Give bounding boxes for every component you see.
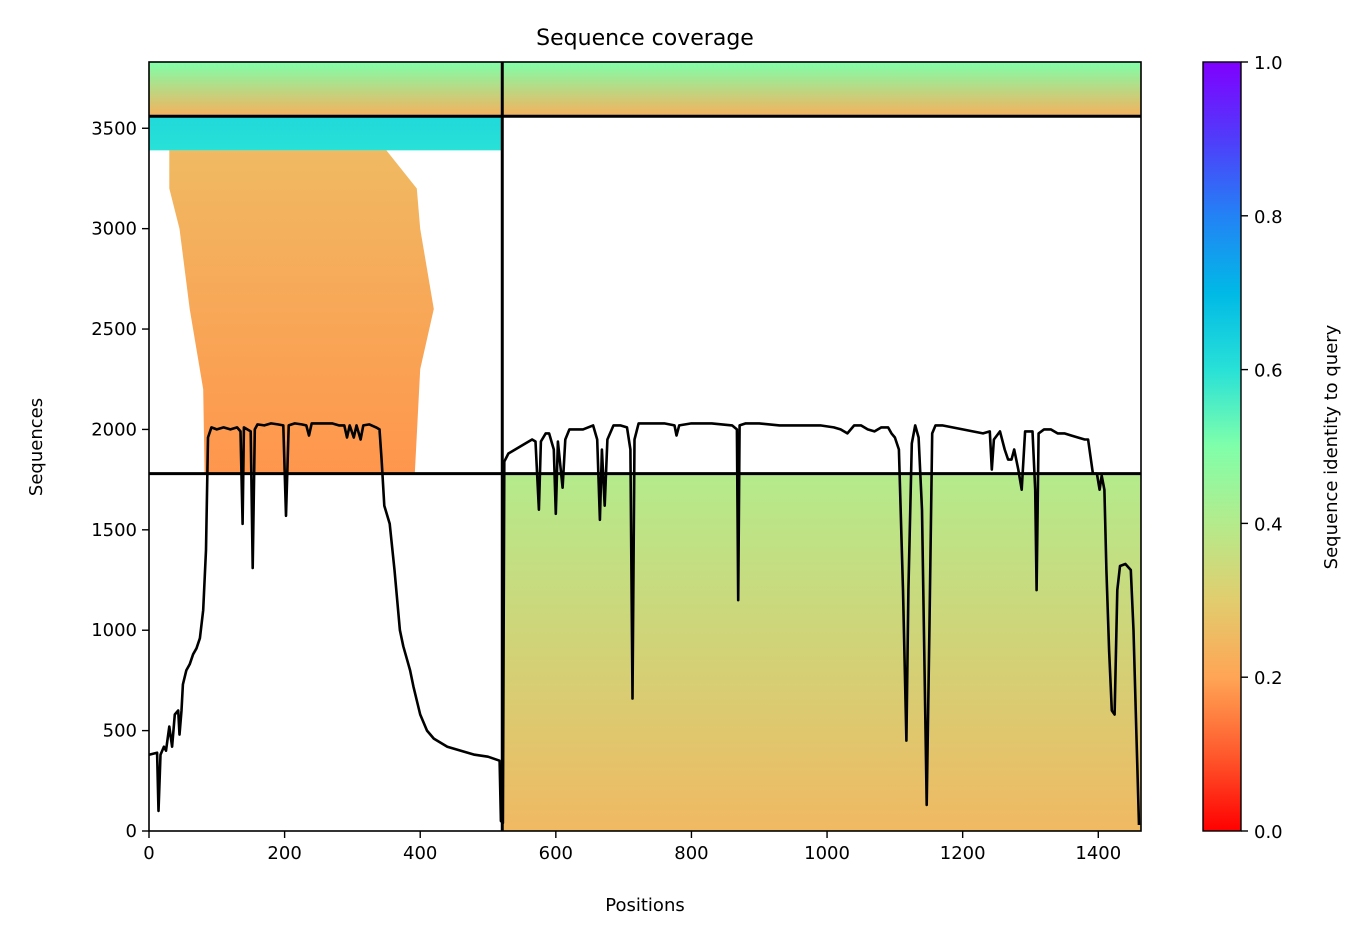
y-tick-label: 1500	[91, 520, 137, 541]
x-axis: 0 200 400 600 800 1000 1200 1400	[143, 831, 1121, 864]
colorbar-gradient	[1202, 61, 1242, 832]
colorbar-label: Sequence identity to query	[1321, 324, 1342, 569]
x-tick-label: 1000	[804, 843, 850, 864]
colorbar-tick-label: 0.8	[1254, 207, 1283, 228]
heatmap-block	[502, 473, 1141, 831]
heatmap-block	[169, 150, 434, 474]
y-tick-label: 3000	[91, 219, 137, 240]
x-tick-label: 0	[143, 843, 154, 864]
y-tick-label: 3500	[91, 118, 137, 139]
heatmap-block	[149, 116, 503, 151]
x-tick-label: 200	[267, 843, 301, 864]
x-tick-label: 800	[674, 843, 708, 864]
colorbar: 0.0 0.2 0.4 0.6 0.8 1.0	[1202, 53, 1283, 843]
y-tick-label: 2000	[91, 419, 137, 440]
x-tick-label: 1200	[940, 843, 986, 864]
heatmap-block	[502, 62, 1141, 117]
colorbar-tick-label: 0.4	[1254, 514, 1283, 535]
colorbar-tick-label: 0.6	[1254, 361, 1283, 382]
y-tick-label: 2500	[91, 319, 137, 340]
colorbar-tick-label: 0.0	[1254, 822, 1283, 843]
y-tick-label: 0	[126, 821, 137, 842]
colorbar-tick-label: 1.0	[1254, 53, 1283, 74]
heatmap-block	[149, 62, 503, 117]
coverage-heatmap	[149, 62, 1141, 831]
x-tick-label: 600	[539, 843, 573, 864]
y-axis-label: Sequences	[26, 398, 47, 496]
colorbar-tick-label: 0.2	[1254, 668, 1283, 689]
coverage-line	[148, 422, 1141, 826]
plot-frame	[148, 61, 1142, 832]
x-axis-label: Positions	[605, 895, 684, 916]
x-tick-label: 1400	[1075, 843, 1121, 864]
y-tick-label: 500	[103, 721, 137, 742]
coverage-line-layer	[148, 422, 1141, 826]
y-tick-label: 1000	[91, 620, 137, 641]
chart-title: Sequence coverage	[536, 26, 754, 51]
y-axis: 0 500 1000 1500 2000 2500 3000 3500	[91, 118, 149, 842]
x-tick-label: 400	[403, 843, 437, 864]
